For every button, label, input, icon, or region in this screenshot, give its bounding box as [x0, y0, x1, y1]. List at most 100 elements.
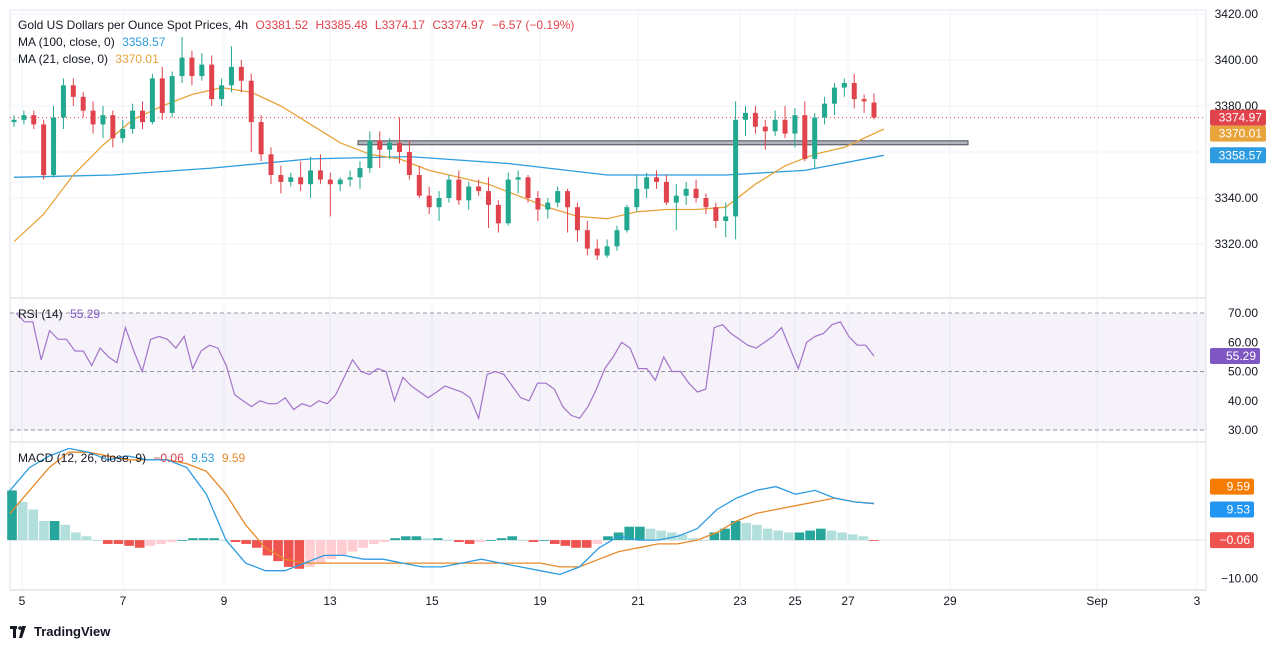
candle-body: [209, 64, 215, 100]
candle-body: [357, 168, 363, 178]
macd-histogram-bar: [741, 522, 752, 541]
candle: [199, 53, 205, 81]
candle-body: [278, 175, 284, 182]
macd-histogram-bar: [656, 530, 666, 541]
x-tick-label: 7: [120, 594, 127, 608]
ma100-legend[interactable]: MA (100, close, 0) 3358.57: [18, 34, 169, 50]
macd-histogram-bar: [539, 540, 549, 541]
x-tick-label: 25: [788, 594, 802, 608]
macd-histogram-bar: [592, 540, 603, 544]
macd-legend[interactable]: MACD (12, 26, close, 9) −0.06 9.53 9.59: [18, 450, 249, 466]
symbol-title[interactable]: Gold US Dollars per Ounce Spot Prices, 4…: [18, 18, 249, 32]
candle-body: [70, 85, 76, 97]
candle: [742, 106, 748, 136]
ma21-legend[interactable]: MA (21, close, 0) 3370.01: [18, 51, 163, 67]
candle-body: [614, 230, 620, 247]
candle: [634, 175, 640, 212]
candle: [41, 119, 47, 180]
macd-histogram-bar: [720, 528, 730, 541]
macd-histogram-bar: [315, 540, 326, 564]
macd-histogram-bar: [762, 528, 773, 541]
macd-histogram-bar: [709, 532, 720, 541]
price-pane[interactable]: [10, 37, 1206, 261]
candle-body: [288, 177, 294, 182]
candle-body: [130, 110, 136, 129]
candle: [317, 154, 323, 185]
macd-histogram-bar: [645, 528, 656, 541]
ma100-price-tag-bg: [1210, 147, 1266, 164]
candle: [476, 179, 482, 196]
candle: [357, 161, 363, 189]
candle: [278, 165, 284, 194]
candle: [614, 225, 620, 251]
macd-histogram-bar: [305, 540, 315, 567]
x-tick-label: 19: [533, 594, 547, 608]
macd-histogram-bar: [475, 540, 486, 543]
macd-signal-value: 9.59: [221, 451, 246, 465]
macd-histogram-bar: [773, 530, 784, 541]
ma21-price-tag: 3370.01: [1219, 127, 1263, 141]
candle-body: [812, 117, 818, 159]
macd-histogram-bar: [241, 540, 251, 544]
brand-name: TradingView: [34, 624, 111, 639]
candle-body: [367, 140, 373, 169]
rsi-pane[interactable]: [10, 312, 1206, 431]
candle: [80, 92, 86, 118]
macd-histogram-bar: [283, 540, 294, 567]
macd-histogram-bar: [826, 530, 837, 541]
candle-body: [574, 207, 580, 231]
macd-histogram-bar: [486, 540, 496, 541]
macd-histogram-bar: [273, 540, 283, 562]
candle-body: [228, 66, 234, 86]
candle-body: [100, 115, 106, 125]
candle: [228, 46, 234, 93]
x-tick-label: 5: [19, 594, 26, 608]
last-price-tag: 3374.97: [1219, 111, 1263, 125]
ma21-value: 3370.01: [115, 52, 159, 66]
candle: [723, 202, 729, 238]
macd-histogram-bar: [496, 538, 507, 541]
candle-body: [515, 177, 521, 180]
candle-body: [525, 177, 531, 198]
macd-histogram-bar: [411, 536, 422, 541]
candle-body: [485, 191, 491, 205]
ma21-line: [13, 86, 885, 243]
macd-histogram-bar: [209, 538, 220, 541]
macd-signal-tag-bg: [1210, 478, 1254, 495]
high-value: H3385.48: [315, 18, 368, 32]
candle-body: [60, 85, 66, 118]
rsi-legend[interactable]: RSI (14) 55.29: [18, 306, 104, 322]
support-line: [357, 140, 969, 146]
grid: [9, 9, 1207, 591]
candle-body: [762, 126, 768, 132]
macd-histogram-bar: [28, 509, 39, 541]
rsi-line: [15, 312, 875, 421]
macd-pane[interactable]: [7, 447, 879, 576]
macd-histogram-bar: [262, 540, 273, 556]
candle: [110, 110, 116, 148]
candle-body: [555, 191, 561, 203]
candle: [288, 172, 294, 187]
macd-histogram-bar: [752, 524, 762, 541]
candle-body: [663, 181, 669, 203]
candle: [683, 181, 689, 205]
candle: [871, 93, 877, 120]
macd-histogram-bar: [815, 528, 826, 541]
macd-histogram-bar: [92, 540, 102, 541]
macd-histogram-bar: [49, 521, 60, 541]
ma100-label: MA (100, close, 0): [18, 35, 115, 49]
footer-brand[interactable]: TradingView: [10, 624, 110, 639]
macd-histogram-bar: [666, 532, 677, 541]
macd-histogram-bar: [390, 538, 400, 541]
candle-body: [268, 154, 274, 175]
candle: [209, 55, 215, 106]
candle-body: [742, 112, 748, 120]
candle: [703, 193, 709, 215]
axes: 5791315192123252729Sep33320.003340.00336…: [19, 7, 1266, 608]
candle: [841, 78, 847, 97]
candle: [387, 138, 393, 159]
macd-histogram-bar: [369, 540, 379, 544]
candle-body: [51, 117, 57, 175]
candle: [792, 108, 798, 148]
